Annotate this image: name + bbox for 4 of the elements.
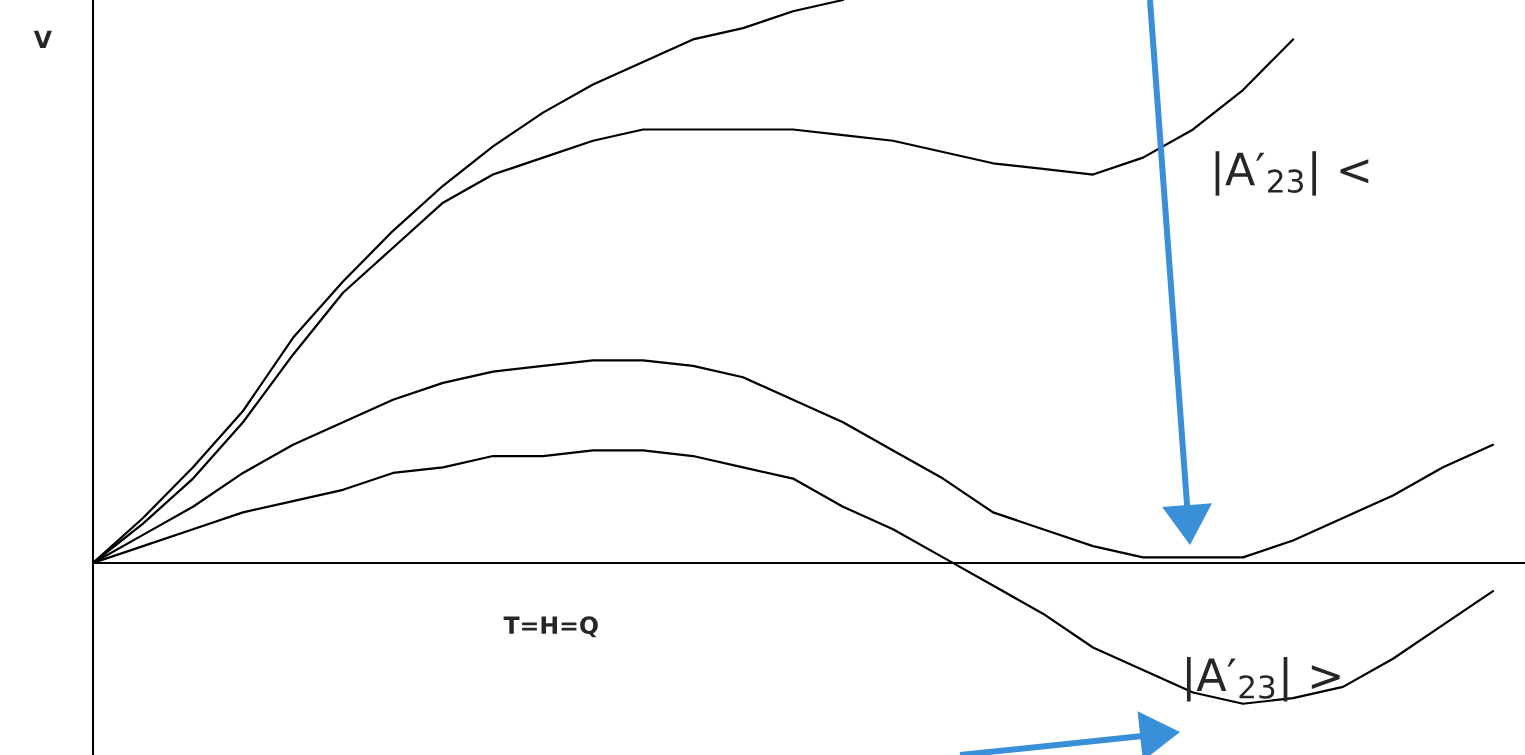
y-axis-title: V <box>33 30 52 48</box>
x-axis-title: T=H=Q <box>503 616 598 638</box>
annotation: |A′$_{23}$| < <box>1215 151 1369 196</box>
annotation: |A′$_{23}$| > <box>1186 657 1340 702</box>
